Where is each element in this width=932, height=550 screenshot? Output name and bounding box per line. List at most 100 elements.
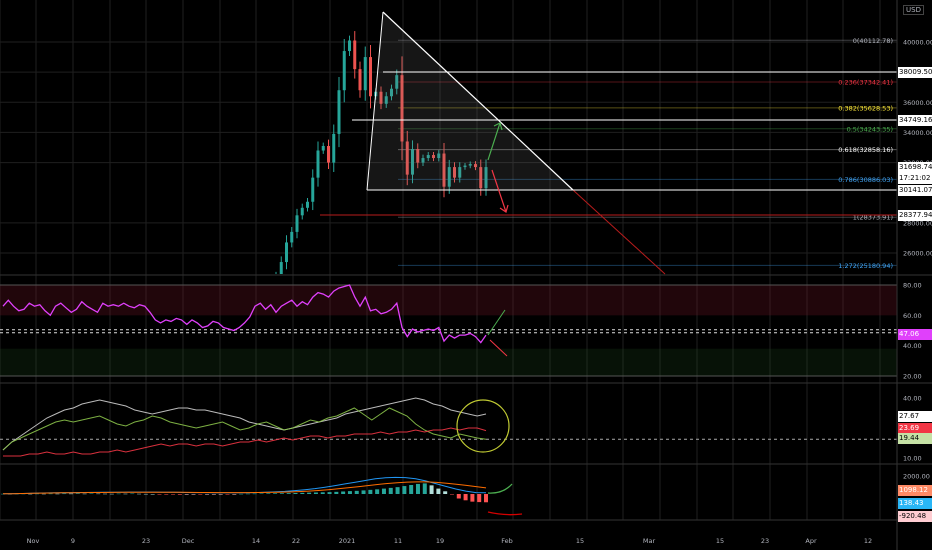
rsi-line <box>2 284 487 344</box>
candle-body-77 <box>405 141 409 175</box>
adx-panel <box>0 397 897 457</box>
macd-hist-37 <box>252 493 257 495</box>
rsi-tick-0: 80.00 <box>903 282 922 290</box>
macd-hist-67 <box>456 494 461 499</box>
macd-hist-65 <box>443 491 448 494</box>
adx-tick-0: 40.00 <box>903 395 922 403</box>
macd-hist-7 <box>48 493 53 495</box>
macd-hist-38 <box>259 493 264 495</box>
macd-hist-34 <box>232 494 237 495</box>
macd-hist-15 <box>103 493 108 495</box>
triangle-descending-line <box>382 11 574 191</box>
macd-hist-49 <box>334 491 339 494</box>
macd-forecast-down <box>487 511 523 516</box>
candle-body-76 <box>400 75 404 142</box>
candle-body-91 <box>479 167 483 189</box>
macd-hist-19 <box>130 493 135 495</box>
macd-hist-28 <box>191 494 196 495</box>
price-tag-30141[interactable]: 30141.07 <box>898 184 932 196</box>
rsi-value-tag[interactable]: 47.06 <box>898 328 932 340</box>
macd-hist-20 <box>137 493 142 495</box>
time-tick-1: 9 <box>71 537 75 545</box>
macd-hist-27 <box>184 494 189 495</box>
candle-body-56 <box>295 215 299 232</box>
macd-hist-16 <box>109 493 114 495</box>
macd-tag-signal[interactable]: 1098.12 <box>898 484 932 496</box>
macd-hist-22 <box>150 494 155 495</box>
macd-hist-70 <box>477 494 482 503</box>
macd-hist-64 <box>436 488 441 494</box>
macd-hist-10 <box>69 493 74 495</box>
macd-tag-macd[interactable]: 138.43 <box>898 497 932 509</box>
macd-hist-26 <box>177 494 182 495</box>
candle-body-58 <box>306 201 309 208</box>
adx-tag-green[interactable]: 19.44 <box>898 432 932 444</box>
macd-hist-44 <box>300 492 305 494</box>
fib-label-6: 1(28373.91) <box>853 214 893 222</box>
fib-label-0: 0(40112.78) <box>853 37 893 45</box>
candle-body-78 <box>411 149 414 175</box>
time-tick-2: 23 <box>142 537 150 545</box>
macd-hist-48 <box>327 492 332 494</box>
adx-tag-red[interactable]: 23.69 <box>898 422 932 434</box>
rsi-tick-3: 20.00 <box>903 373 922 381</box>
price-tag-34749[interactable]: 34749.16 <box>898 114 932 126</box>
candle-body-64 <box>337 90 341 134</box>
currency-label[interactable]: USD <box>903 5 924 15</box>
candle-body-72 <box>379 91 383 104</box>
candle-body-65 <box>342 51 346 91</box>
candle-body-82 <box>432 155 435 159</box>
candle-body-57 <box>300 207 304 216</box>
price-tick-0: 40000.00 <box>903 39 932 47</box>
macd-hist-35 <box>239 493 244 495</box>
candle-body-90 <box>474 164 477 168</box>
time-tick-11: Mar <box>643 537 656 545</box>
macd-hist-12 <box>82 493 87 495</box>
macd-hist-30 <box>205 494 210 495</box>
candle-body-89 <box>468 164 472 166</box>
adx-line-green <box>2 407 487 451</box>
candle-body-67 <box>353 40 357 70</box>
price-tag-28377[interactable]: 28377.94 <box>898 209 932 221</box>
candle-body-63 <box>332 133 336 163</box>
candle-body-66 <box>348 40 351 52</box>
price-tick-6: 26000.00 <box>903 250 932 258</box>
candle-body-79 <box>416 149 420 163</box>
chart-drawings[interactable] <box>320 11 897 275</box>
macd-hist-66 <box>449 494 454 495</box>
price-tag-current[interactable]: 31698.74 <box>898 161 932 173</box>
macd-hist-33 <box>225 494 230 495</box>
macd-hist-8 <box>55 493 60 495</box>
fib-label-7: 1.272(25180.94) <box>838 262 893 270</box>
currency-text: USD <box>906 6 921 14</box>
price-tag-38009[interactable]: 38009.50 <box>898 66 932 78</box>
macd-hist-51 <box>347 491 352 494</box>
macd-hist-59 <box>402 486 407 494</box>
time-tick-6: 2021 <box>339 537 356 545</box>
candle-body-92 <box>484 167 488 189</box>
macd-hist-69 <box>470 494 475 502</box>
adx-tag-white[interactable]: 27.67 <box>898 410 932 422</box>
macd-hist-0 <box>1 493 5 495</box>
rsi-arrow-down <box>489 339 508 357</box>
macd-hist-21 <box>143 493 148 495</box>
price-tick-3: 34000.00 <box>903 129 932 137</box>
macd-hist-63 <box>429 485 434 494</box>
time-tick-8: 19 <box>436 537 444 545</box>
time-tick-7: 11 <box>394 537 402 545</box>
fib-label-5: 0.786(30886.03) <box>838 176 893 184</box>
candle-body-74 <box>390 88 393 97</box>
macd-tag-hist[interactable]: -920.48 <box>898 510 932 522</box>
macd-hist-25 <box>171 494 176 495</box>
arrow-up <box>487 122 503 161</box>
macd-hist-61 <box>415 483 420 494</box>
price-tag-countdown[interactable]: 17:21:02 <box>898 172 932 184</box>
macd-hist-14 <box>96 493 101 495</box>
macd-panel <box>1 476 523 516</box>
arrow-down <box>491 169 509 213</box>
candle-body-75 <box>395 75 399 89</box>
candle-body-70 <box>369 57 372 97</box>
time-tick-3: Dec <box>182 537 195 545</box>
time-tick-12: 15 <box>716 537 724 545</box>
